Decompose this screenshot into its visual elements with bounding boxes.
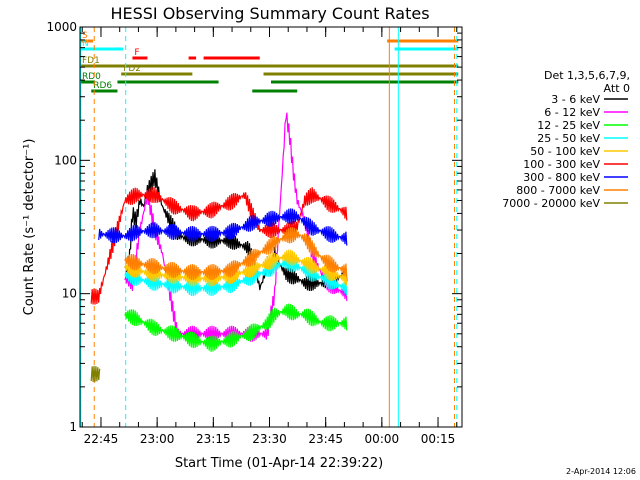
legend-label-7000-20000-kev: 7000 - 20000 keV xyxy=(502,197,600,210)
date-stamp: 2-Apr-2014 12:06 xyxy=(566,467,636,476)
legend-label-6-12-kev: 6 - 12 keV xyxy=(544,106,600,119)
x-tick-label: 23:00 xyxy=(140,432,175,446)
series-line-12-25-kev xyxy=(124,303,348,352)
chart-title: HESSI Observing Summary Count Rates xyxy=(110,4,429,23)
series-line-100-300-kev xyxy=(90,186,348,305)
x-tick-label: 23:30 xyxy=(252,432,287,446)
series-line-800-7000-kev xyxy=(124,227,348,281)
x-tick-label: 00:00 xyxy=(365,432,400,446)
x-axis-label: Start Time (01-Apr-14 22:39:22) xyxy=(175,456,383,471)
y-tick-label: 100 xyxy=(54,153,77,167)
legend-header-line-1: Det 1,3,5,6,7,9, xyxy=(544,69,630,82)
series-line-50-100-kev xyxy=(124,249,348,287)
y-tick-label: 1 xyxy=(69,420,77,434)
series-line-3-6-kev xyxy=(124,169,348,292)
y-axis-label: Count Rate (s⁻¹ detector⁻¹) xyxy=(22,139,37,316)
legend-header-line-2: Att 0 xyxy=(604,82,630,95)
y-tick-label: 1000 xyxy=(46,20,77,34)
x-tick-label: 23:45 xyxy=(308,432,343,446)
y-axis: 1 10 100 1000 xyxy=(46,20,462,434)
flag-label-rd0: RD0 xyxy=(82,72,101,82)
y-tick-label: 10 xyxy=(62,287,77,301)
flag-label-fd2: FD2 xyxy=(123,64,141,74)
legend-label-100-300-kev: 100 - 300 keV xyxy=(523,158,600,171)
vertical-markers xyxy=(80,27,458,427)
legend-label-800-7000-kev: 800 - 7000 keV xyxy=(516,184,600,197)
legend-label-3-6-kev: 3 - 6 keV xyxy=(551,93,600,106)
legend-label-50-100-kev: 50 - 100 keV xyxy=(530,145,600,158)
flag-label-rd6: RD6 xyxy=(93,81,112,91)
series-line-7000-20000-kev xyxy=(90,365,101,382)
x-tick-label: 00:15 xyxy=(421,432,456,446)
x-tick-label: 22:45 xyxy=(84,432,119,446)
x-tick-label: 23:15 xyxy=(196,432,231,446)
series-line-300-800-kev xyxy=(98,208,348,246)
flag-label-n: N xyxy=(82,39,89,49)
legend-label-25-50-kev: 25 - 50 keV xyxy=(537,132,600,145)
data-series xyxy=(90,112,348,382)
x-axis: 22:45 23:00 23:15 23:30 23:45 00:00 00:15 xyxy=(81,27,458,446)
flag-label-s: S xyxy=(82,31,88,41)
flag-label-fd1: FD1 xyxy=(82,56,100,66)
legend-label-300-800-kev: 300 - 800 keV xyxy=(523,171,600,184)
flag-label-f: F xyxy=(134,48,139,58)
legend-label-12-25-kev: 12 - 25 keV xyxy=(537,119,600,132)
plot-frame xyxy=(79,26,463,428)
